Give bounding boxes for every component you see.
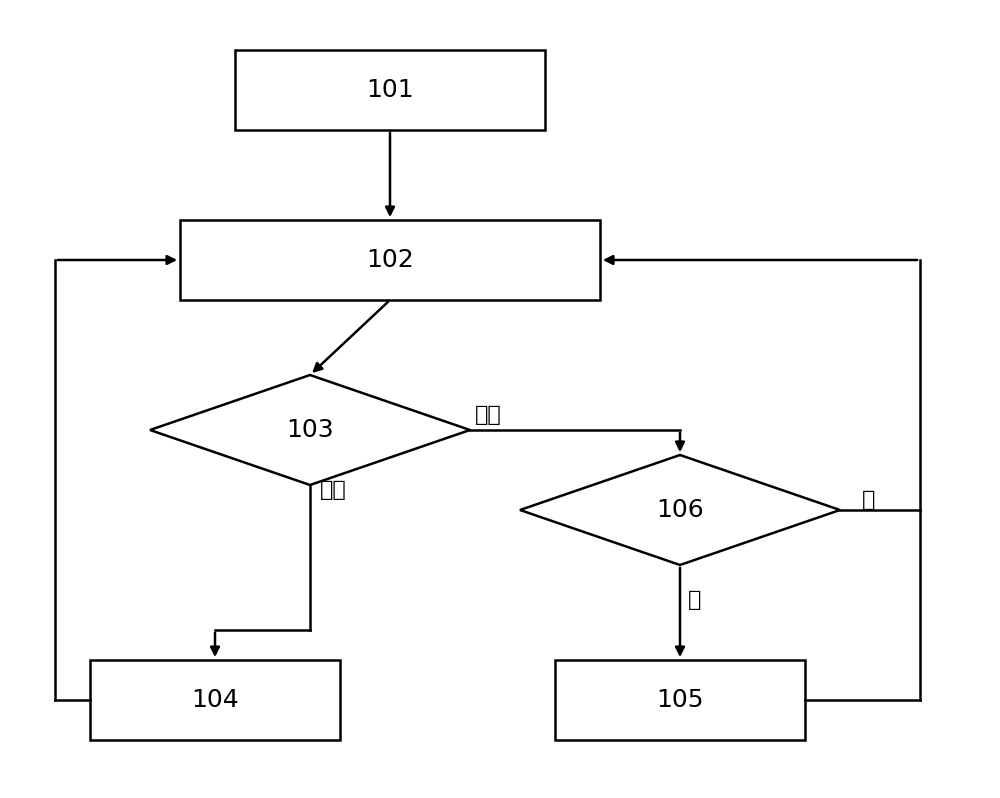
- Polygon shape: [520, 455, 840, 565]
- Text: 104: 104: [191, 688, 239, 712]
- FancyBboxPatch shape: [555, 660, 805, 740]
- Text: 103: 103: [286, 418, 334, 442]
- Text: 小于: 小于: [475, 405, 502, 425]
- Text: 大于: 大于: [320, 480, 347, 500]
- FancyBboxPatch shape: [180, 220, 600, 300]
- Text: 102: 102: [366, 248, 414, 272]
- FancyBboxPatch shape: [90, 660, 340, 740]
- Text: 是: 是: [688, 590, 701, 610]
- FancyBboxPatch shape: [235, 50, 545, 130]
- Text: 105: 105: [656, 688, 704, 712]
- Text: 101: 101: [366, 78, 414, 102]
- Polygon shape: [150, 375, 470, 485]
- Text: 106: 106: [656, 498, 704, 522]
- Text: 否: 否: [862, 490, 875, 510]
